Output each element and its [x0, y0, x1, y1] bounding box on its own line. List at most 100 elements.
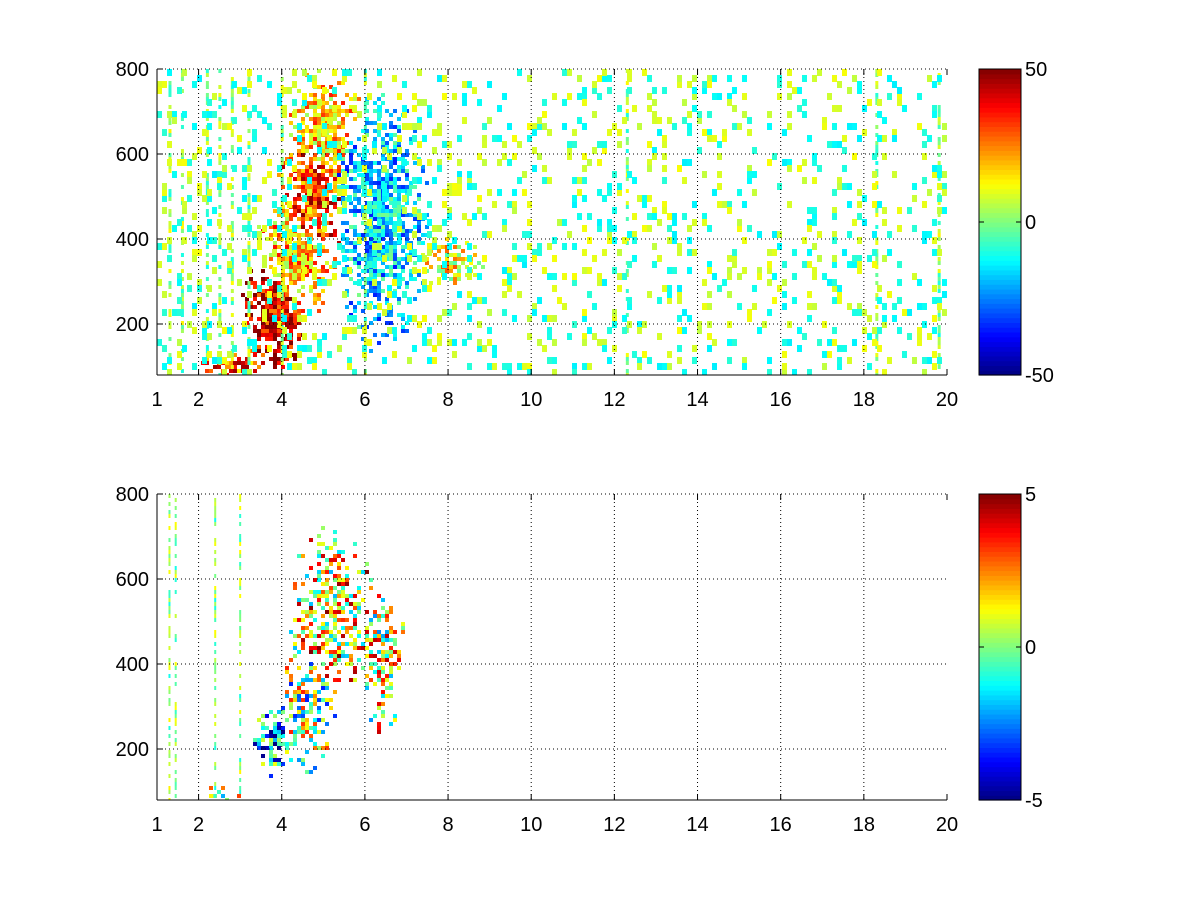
heatmap-cell [677, 297, 682, 304]
heatmap-cell [457, 159, 462, 166]
heatmap-cell [217, 357, 222, 364]
heatmap-cell [252, 105, 257, 112]
heatmap-cell [393, 273, 397, 277]
heatmap-cell [289, 281, 293, 285]
heatmap-cell [727, 201, 732, 208]
heatmap-cell [269, 257, 273, 261]
heatmap-cell [373, 209, 377, 213]
heatmap-cell [325, 149, 329, 153]
colorbar-segment [979, 159, 1021, 166]
heatmap-cell [205, 141, 209, 145]
heatmap-cell [373, 205, 377, 209]
heatmap-cell [218, 345, 222, 349]
heatmap-cell [309, 285, 313, 289]
heatmap-cell [365, 253, 369, 257]
heatmap-cell [313, 293, 317, 297]
heatmap-cell [657, 219, 662, 226]
heatmap-cell [239, 514, 242, 518]
heatmap-cell [230, 101, 234, 105]
heatmap-cell [293, 357, 297, 361]
heatmap-cell [363, 253, 367, 257]
heatmap-cell [301, 133, 305, 137]
heatmap-cell [707, 135, 712, 142]
heatmap-cell [297, 345, 302, 352]
colorbar-segment [979, 303, 1021, 309]
heatmap-cell [692, 75, 697, 82]
heatmap-cell [313, 301, 317, 305]
heatmap-cell [349, 241, 353, 245]
heatmap-cell [381, 289, 385, 293]
heatmap-cell [329, 189, 333, 193]
heatmap-cell [237, 147, 242, 154]
heatmap-cell [230, 109, 234, 113]
heatmap-cell [317, 730, 321, 734]
heatmap-cell [572, 129, 577, 136]
heatmap-cell [797, 345, 802, 352]
heatmap-cell [407, 315, 412, 322]
heatmap-cell [527, 201, 532, 208]
heatmap-cell [192, 81, 197, 88]
heatmap-cell [180, 293, 184, 297]
heatmap-cell [313, 153, 317, 157]
heatmap-cell [289, 702, 293, 706]
heatmap-cell [682, 327, 687, 334]
heatmap-cell [309, 185, 313, 189]
heatmap-cell [214, 502, 217, 506]
heatmap-cell [577, 93, 582, 100]
heatmap-cell [325, 702, 329, 706]
heatmap-cell [652, 111, 657, 118]
heatmap-cell [230, 325, 234, 329]
heatmap-cell [305, 698, 309, 702]
heatmap-cell [242, 255, 247, 262]
heatmap-cell [787, 159, 792, 166]
heatmap-cell [357, 325, 361, 329]
heatmap-cell [537, 117, 542, 124]
heatmap-cell [362, 189, 367, 196]
heatmap-cell [265, 305, 269, 309]
heatmap-cell [205, 245, 209, 249]
heatmap-cell [337, 165, 341, 169]
heatmap-cell [389, 229, 393, 233]
heatmap-cell [325, 578, 329, 582]
heatmap-cell [517, 177, 522, 184]
heatmap-cell [872, 153, 877, 160]
heatmap-cell [349, 594, 353, 598]
heatmap-cell [427, 339, 432, 346]
heatmap-cell [321, 117, 325, 121]
heatmap-cell [373, 121, 377, 125]
heatmap-cell [377, 678, 381, 682]
heatmap-cell [832, 141, 837, 148]
heatmap-cell [782, 339, 787, 346]
heatmap-cell [329, 698, 333, 702]
heatmap-cell [182, 69, 187, 76]
heatmap-cell [297, 351, 302, 358]
heatmap-cell [452, 339, 457, 346]
heatmap-cell [772, 273, 777, 280]
heatmap-cell [281, 710, 285, 714]
heatmap-cell [887, 249, 892, 256]
heatmap-cell [325, 570, 329, 574]
heatmap-cell [174, 538, 177, 542]
heatmap-cell [293, 586, 297, 590]
heatmap-cell [168, 245, 172, 249]
heatmap-cell [405, 285, 409, 289]
heatmap-cell [280, 293, 284, 297]
heatmap-cell [309, 650, 313, 654]
heatmap-cell [280, 361, 284, 365]
colorbar-segment [979, 183, 1021, 190]
heatmap-cell [482, 135, 487, 142]
colorbar-segment [979, 666, 1021, 672]
heatmap-cell [842, 249, 847, 256]
colorbar-segment [979, 742, 1021, 749]
heatmap-cell [587, 363, 592, 370]
heatmap-cell [280, 157, 284, 161]
heatmap-cell [373, 630, 377, 634]
heatmap-cell [582, 123, 587, 130]
colorbar-segment [979, 365, 1021, 371]
heatmap-cell [937, 109, 941, 113]
heatmap-cell [422, 339, 427, 346]
heatmap-cell [361, 598, 365, 602]
heatmap-cell [337, 582, 341, 586]
heatmap-cell [317, 129, 321, 133]
